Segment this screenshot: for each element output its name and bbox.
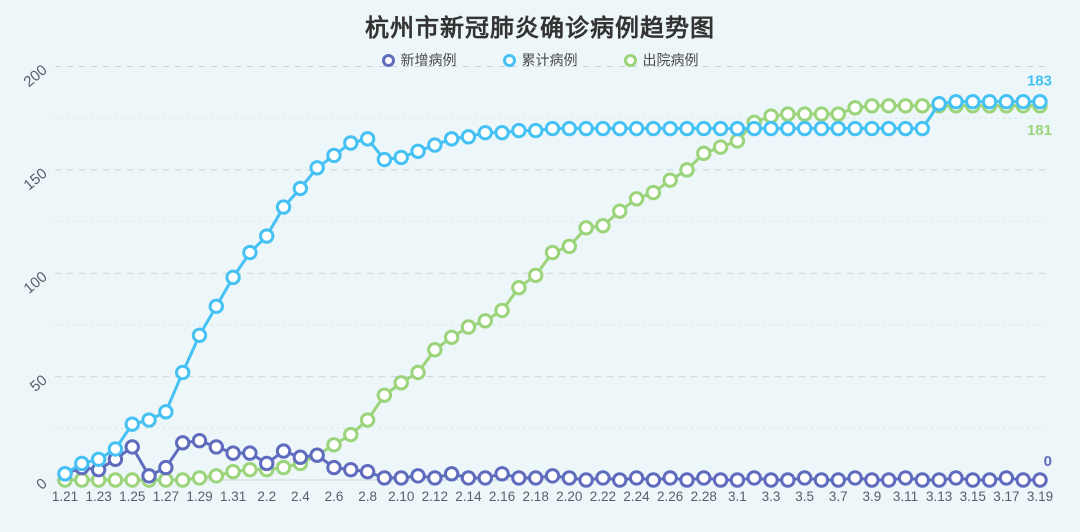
legend-marker-cumulative-cases-icon <box>502 53 516 67</box>
svg-text:3.13: 3.13 <box>926 489 952 504</box>
svg-text:2.2: 2.2 <box>257 489 276 504</box>
svg-text:2.24: 2.24 <box>623 489 650 504</box>
svg-text:3.15: 3.15 <box>960 489 986 504</box>
svg-text:1.27: 1.27 <box>153 489 179 504</box>
legend-item-discharged-cases[interactable]: 出院病例 <box>623 50 699 70</box>
svg-text:3.17: 3.17 <box>993 489 1019 504</box>
svg-text:2.28: 2.28 <box>691 489 717 504</box>
svg-text:3.11: 3.11 <box>893 489 918 504</box>
svg-text:2.6: 2.6 <box>325 489 344 504</box>
chart-header: 杭州市新冠肺炎确诊病例趋势图 新增病例 累计病例 出院病例 <box>0 0 1080 70</box>
svg-text:2.4: 2.4 <box>291 489 310 504</box>
svg-text:150: 150 <box>20 165 50 194</box>
svg-text:3.3: 3.3 <box>762 489 781 504</box>
svg-text:3.7: 3.7 <box>829 489 848 504</box>
svg-text:1.25: 1.25 <box>119 489 145 504</box>
legend-label-new-cases: 新增病例 <box>400 52 457 68</box>
svg-text:2.22: 2.22 <box>590 489 616 504</box>
svg-text:2.8: 2.8 <box>358 489 377 504</box>
chart-legend: 新增病例 累计病例 出院病例 <box>0 50 1080 70</box>
svg-text:50: 50 <box>27 372 51 396</box>
end-value-labels: 0 183 181 <box>1027 73 1052 470</box>
svg-text:2.26: 2.26 <box>657 489 683 504</box>
svg-text:3.1: 3.1 <box>728 489 747 504</box>
series-new-cases <box>57 433 1048 488</box>
svg-text:1.21: 1.21 <box>52 489 78 504</box>
svg-text:183: 183 <box>1027 73 1052 90</box>
svg-text:3.19: 3.19 <box>1027 489 1053 504</box>
svg-text:2.14: 2.14 <box>455 489 482 504</box>
svg-text:2.16: 2.16 <box>489 489 515 504</box>
svg-text:2.18: 2.18 <box>523 489 549 504</box>
svg-text:2.12: 2.12 <box>422 489 448 504</box>
series-cumulative-cases <box>57 93 1048 482</box>
svg-text:1.29: 1.29 <box>186 489 212 504</box>
svg-text:0: 0 <box>33 475 50 493</box>
svg-text:1.23: 1.23 <box>85 489 111 504</box>
svg-text:2.10: 2.10 <box>388 489 414 504</box>
svg-text:100: 100 <box>20 268 50 297</box>
legend-label-cumulative-cases: 累计病例 <box>521 52 578 68</box>
svg-text:3.5: 3.5 <box>795 489 814 504</box>
svg-text:0: 0 <box>1044 453 1052 470</box>
svg-text:2.20: 2.20 <box>556 489 582 504</box>
legend-marker-discharged-cases-icon <box>623 53 637 67</box>
svg-text:3.9: 3.9 <box>863 489 882 504</box>
chart-title: 杭州市新冠肺炎确诊病例趋势图 <box>365 15 715 42</box>
svg-text:181: 181 <box>1027 122 1052 139</box>
x-axis-labels: 1.21 1.23 1.25 1.27 1.29 1.31 2.2 2.4 2.6 2.8 2.10… <box>52 489 1053 504</box>
legend-item-new-cases[interactable]: 新增病例 <box>381 50 457 70</box>
legend-label-discharged-cases: 出院病例 <box>642 52 699 68</box>
legend-marker-new-cases-icon <box>381 53 395 67</box>
svg-text:1.31: 1.31 <box>220 489 246 504</box>
legend-item-cumulative-cases[interactable]: 累计病例 <box>502 50 578 70</box>
